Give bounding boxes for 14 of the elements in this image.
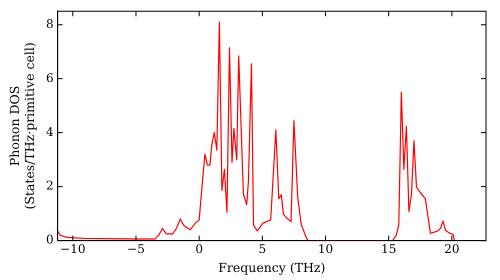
x-tick-label: 0 bbox=[195, 242, 203, 256]
y-axis-title: Phonon DOS (States/THz·primitive cell) bbox=[6, 42, 37, 210]
x-tick-label: −10 bbox=[60, 242, 86, 256]
x-tick-label: 20 bbox=[444, 242, 460, 256]
x-tick-label: 5 bbox=[258, 242, 266, 256]
y-tick-label: 6 bbox=[46, 70, 54, 85]
y-tick-label: 4 bbox=[46, 124, 54, 139]
x-tick-label: −5 bbox=[127, 242, 145, 256]
y-tick-label: 2 bbox=[46, 178, 54, 193]
x-tick-label: 10 bbox=[318, 242, 334, 256]
x-axis-title: Frequency (THz) bbox=[218, 260, 326, 275]
y-tick-label: 8 bbox=[46, 16, 54, 31]
x-tick-label: 15 bbox=[381, 242, 396, 256]
y-tick-label: 0 bbox=[46, 232, 54, 247]
